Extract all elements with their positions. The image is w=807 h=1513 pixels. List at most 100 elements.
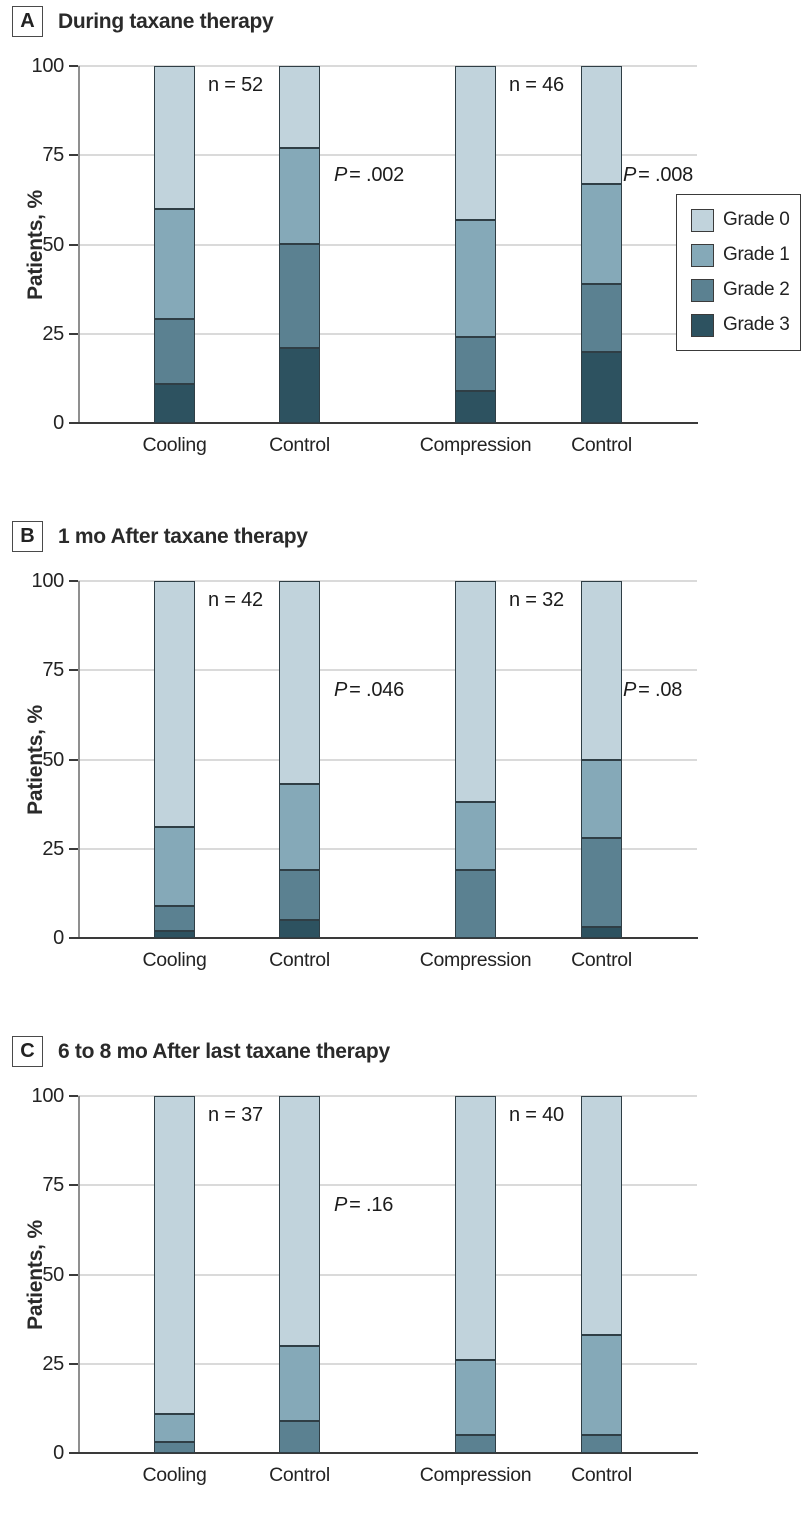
panel-a-header: A During taxane therapy [12,6,274,37]
legend-label: Grade 0 [723,209,790,230]
bar-segment-grade-3 [154,383,195,423]
tick-mark [69,154,78,156]
stacked-bar-control [581,66,622,423]
p-value: = .16 [349,1194,394,1216]
panel-letter: B [12,521,43,552]
tick-mark [69,937,78,939]
bar-segment-grade-1 [154,208,195,320]
tick-mark [69,848,78,850]
y-tick-label: 75 [42,659,64,681]
bar-segment-grade-2 [581,838,622,928]
bar-segment-grade-3 [455,390,496,423]
x-category-label: Compression [419,1464,532,1486]
legend-item: Grade 0 [691,208,800,232]
y-tick-label: 75 [42,1174,64,1196]
gridline [78,333,697,335]
bar-segment-grade-2 [455,1435,496,1453]
x-category-label: Control [571,434,632,456]
p-value-annotation: P = .16 [334,1194,393,1217]
bar-segment-grade-0 [279,581,320,785]
x-category-label: Cooling [142,949,207,971]
p-value: = .08 [638,679,683,701]
legend-item: Grade 1 [691,243,800,267]
bar-segment-grade-0 [154,581,195,828]
legend-label: Grade 2 [723,279,790,300]
bar-segment-grade-1 [581,1335,622,1436]
y-tick-label: 25 [42,323,64,345]
legend-label: Grade 1 [723,244,790,265]
bar-segment-grade-1 [279,784,320,871]
bar-segment-grade-0 [455,66,496,220]
plot-area: 100 75 50 25 0 Patients, % Cooling Contro… [0,515,807,1030]
tick-mark [69,580,78,582]
gridline [78,580,697,582]
bar-segment-grade-1 [154,1413,195,1443]
y-axis-line [78,1096,80,1453]
tick-mark [69,244,78,246]
panel-letter: A [12,6,43,37]
x-category-label: Cooling [142,1464,207,1486]
stacked-bar-cooling [154,66,195,423]
tick-mark [69,422,78,424]
y-tick-label: 75 [42,144,64,166]
gridline [78,244,697,246]
y-tick-label: 0 [53,412,64,434]
bar-segment-grade-1 [455,1360,496,1436]
bar-segment-grade-1 [581,183,622,284]
y-axis-line [78,581,80,938]
panel-b-header: B 1 mo After taxane therapy [12,521,308,552]
tick-mark [69,65,78,67]
y-tick-label: 25 [42,838,64,860]
panel-c: C 6 to 8 mo After last taxane therapy 10… [0,1030,807,1513]
y-tick-label: 50 [42,234,64,256]
bar-segment-grade-0 [581,66,622,184]
panel-title: 6 to 8 mo After last taxane therapy [58,1039,390,1063]
n-annotation: n = 46 [509,74,564,96]
p-symbol: P [334,1194,348,1216]
bar-segment-grade-0 [154,1096,195,1414]
tick-mark [69,1452,78,1454]
y-tick-label: 100 [31,1085,65,1107]
panel-c-header: C 6 to 8 mo After last taxane therapy [12,1036,390,1067]
tick-mark [69,1184,78,1186]
stacked-bar-control [581,1096,622,1453]
bar-segment-grade-2 [279,1420,320,1453]
y-tick-label: 50 [42,1264,64,1286]
x-category-label: Compression [419,949,532,971]
p-value-annotation: P = .08 [623,679,682,702]
legend-swatch-grade-1 [691,243,714,267]
stacked-bar-compression [455,1096,496,1453]
p-symbol: P [623,679,637,701]
legend-item: Grade 3 [691,313,800,337]
tick-mark [69,1274,78,1276]
bar-segment-grade-1 [279,148,320,245]
stacked-bar-cooling [154,1096,195,1453]
y-axis-title: Patients, % [24,190,47,300]
y-tick-label: 50 [42,749,64,771]
plot-area: 100 75 50 25 0 Patients, % Cooling Contro… [0,1030,807,1513]
gridline [78,1274,697,1276]
stacked-bar-compression [455,581,496,938]
stacked-bar-cooling [154,581,195,938]
panel-b: B 1 mo After taxane therapy 100 75 50 25… [0,515,807,1030]
bar-segment-grade-0 [279,1096,320,1346]
legend: Grade 0 Grade 1 Grade 2 Grade 3 [676,194,801,351]
gridline [78,848,697,850]
tick-mark [69,669,78,671]
bar-segment-grade-1 [581,759,622,839]
tick-mark [69,1095,78,1097]
bar-segment-grade-3 [581,351,622,423]
bar-segment-grade-0 [154,66,195,209]
gridline [78,669,697,671]
bar-segment-grade-1 [154,827,195,906]
bar-segment-grade-1 [279,1345,320,1421]
stacked-bar-control [581,581,622,938]
gridline [78,1363,697,1365]
x-category-label: Control [571,949,632,971]
legend-item: Grade 2 [691,278,800,302]
bar-segment-grade-0 [455,1096,496,1361]
y-tick-label: 0 [53,1442,64,1464]
y-tick-label: 0 [53,927,64,949]
bar-segment-grade-0 [455,581,496,803]
